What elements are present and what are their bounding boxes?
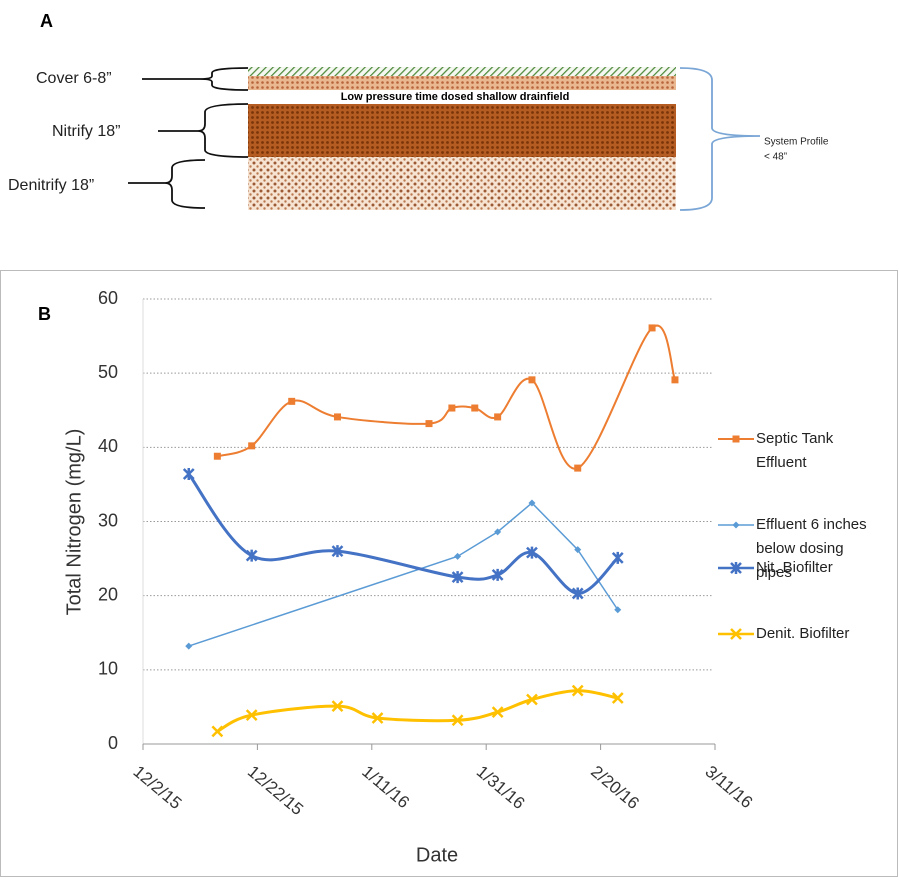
y-tick-label: 40 [98, 436, 118, 456]
profile-label: < 48” [764, 152, 787, 163]
marker [245, 549, 258, 562]
panel-label: A [40, 11, 53, 31]
legend-entry: Denit. Biofilter [716, 622, 896, 646]
marker [491, 568, 504, 581]
y-tick-label: 30 [98, 510, 118, 530]
marker [526, 693, 538, 706]
marker [574, 464, 582, 472]
brace [142, 67, 249, 91]
marker [732, 521, 740, 529]
legend-swatch [718, 628, 754, 640]
y-tick-label: 60 [98, 288, 118, 308]
legend-swatch [718, 435, 754, 443]
marker [331, 700, 344, 713]
marker [371, 712, 384, 724]
series-line [216, 689, 619, 733]
marker [448, 404, 456, 412]
marker [491, 706, 504, 718]
marker [185, 642, 193, 650]
x-tick-label: 3/11/16 [702, 762, 757, 812]
legend-entry: Nit. Biofilter [716, 556, 896, 580]
marker [331, 545, 344, 558]
x-tick-label: 12/22/15 [244, 762, 307, 819]
cover-top [248, 67, 676, 76]
marker [526, 546, 538, 559]
legend-label: Septic Tank Effluent [756, 430, 834, 471]
marker [528, 376, 536, 384]
marker [494, 528, 502, 536]
y-tick-label: 0 [108, 733, 118, 753]
layer-label: Denitrify 18” [8, 177, 94, 194]
marker [732, 435, 740, 443]
panel-border [0, 270, 898, 877]
marker [648, 324, 656, 332]
marker [211, 725, 224, 738]
marker [451, 714, 464, 727]
drainfield-label: Low pressure time dosed shallow drainfie… [341, 91, 570, 103]
panel-a: A Low pressure time dosed shallow drainf… [8, 11, 829, 211]
marker [454, 552, 462, 560]
nitrify-layer [248, 104, 676, 157]
marker [671, 376, 679, 384]
marker [571, 587, 584, 600]
marker [245, 709, 258, 721]
marker [471, 404, 479, 412]
legend-swatch [718, 562, 754, 574]
panel-label: B [38, 304, 51, 324]
series-line [187, 473, 619, 595]
marker [451, 571, 464, 584]
denitrify-layer [248, 157, 676, 210]
marker [571, 684, 584, 697]
cover-layer [248, 76, 676, 90]
brace [128, 159, 206, 209]
marker [333, 413, 341, 421]
y-tick-label: 50 [98, 362, 118, 382]
x-tick-label: 1/31/16 [473, 762, 529, 813]
marker [528, 499, 536, 507]
marker [614, 606, 622, 614]
brace [158, 103, 249, 158]
x-tick-label: 2/20/16 [587, 762, 643, 813]
marker [182, 468, 195, 481]
legend-label: Nit. Biofilter [756, 559, 833, 576]
y-tick-label: 20 [98, 584, 118, 604]
layer-label: Nitrify 18” [52, 123, 120, 140]
x-tick-label: 1/11/16 [358, 762, 413, 812]
brace [679, 67, 761, 211]
series-line [188, 501, 619, 647]
layer-label: Cover 6-8” [36, 70, 112, 87]
x-axis-label: Date [416, 844, 458, 866]
profile-label: System Profile [764, 137, 829, 148]
marker [494, 413, 502, 421]
marker [611, 551, 624, 564]
legend-swatch [718, 521, 754, 529]
marker [730, 628, 742, 640]
marker [574, 546, 582, 554]
marker [425, 420, 433, 428]
legend-label: Effluent 6 inches below dosing pipes [756, 516, 867, 581]
marker [730, 562, 742, 574]
y-tick-label: 10 [98, 659, 118, 679]
x-tick-label: 12/2/15 [130, 762, 186, 813]
legend-entry: Septic Tank Effluent [716, 427, 896, 475]
marker [288, 397, 296, 405]
legend-entry: Effluent 6 inches below dosing pipes [716, 513, 896, 585]
y-axis-label: Total Nitrogen (mg/L) [63, 429, 85, 616]
marker [248, 442, 256, 450]
legend-label: Denit. Biofilter [756, 625, 850, 642]
marker [611, 692, 624, 704]
marker [213, 452, 221, 460]
